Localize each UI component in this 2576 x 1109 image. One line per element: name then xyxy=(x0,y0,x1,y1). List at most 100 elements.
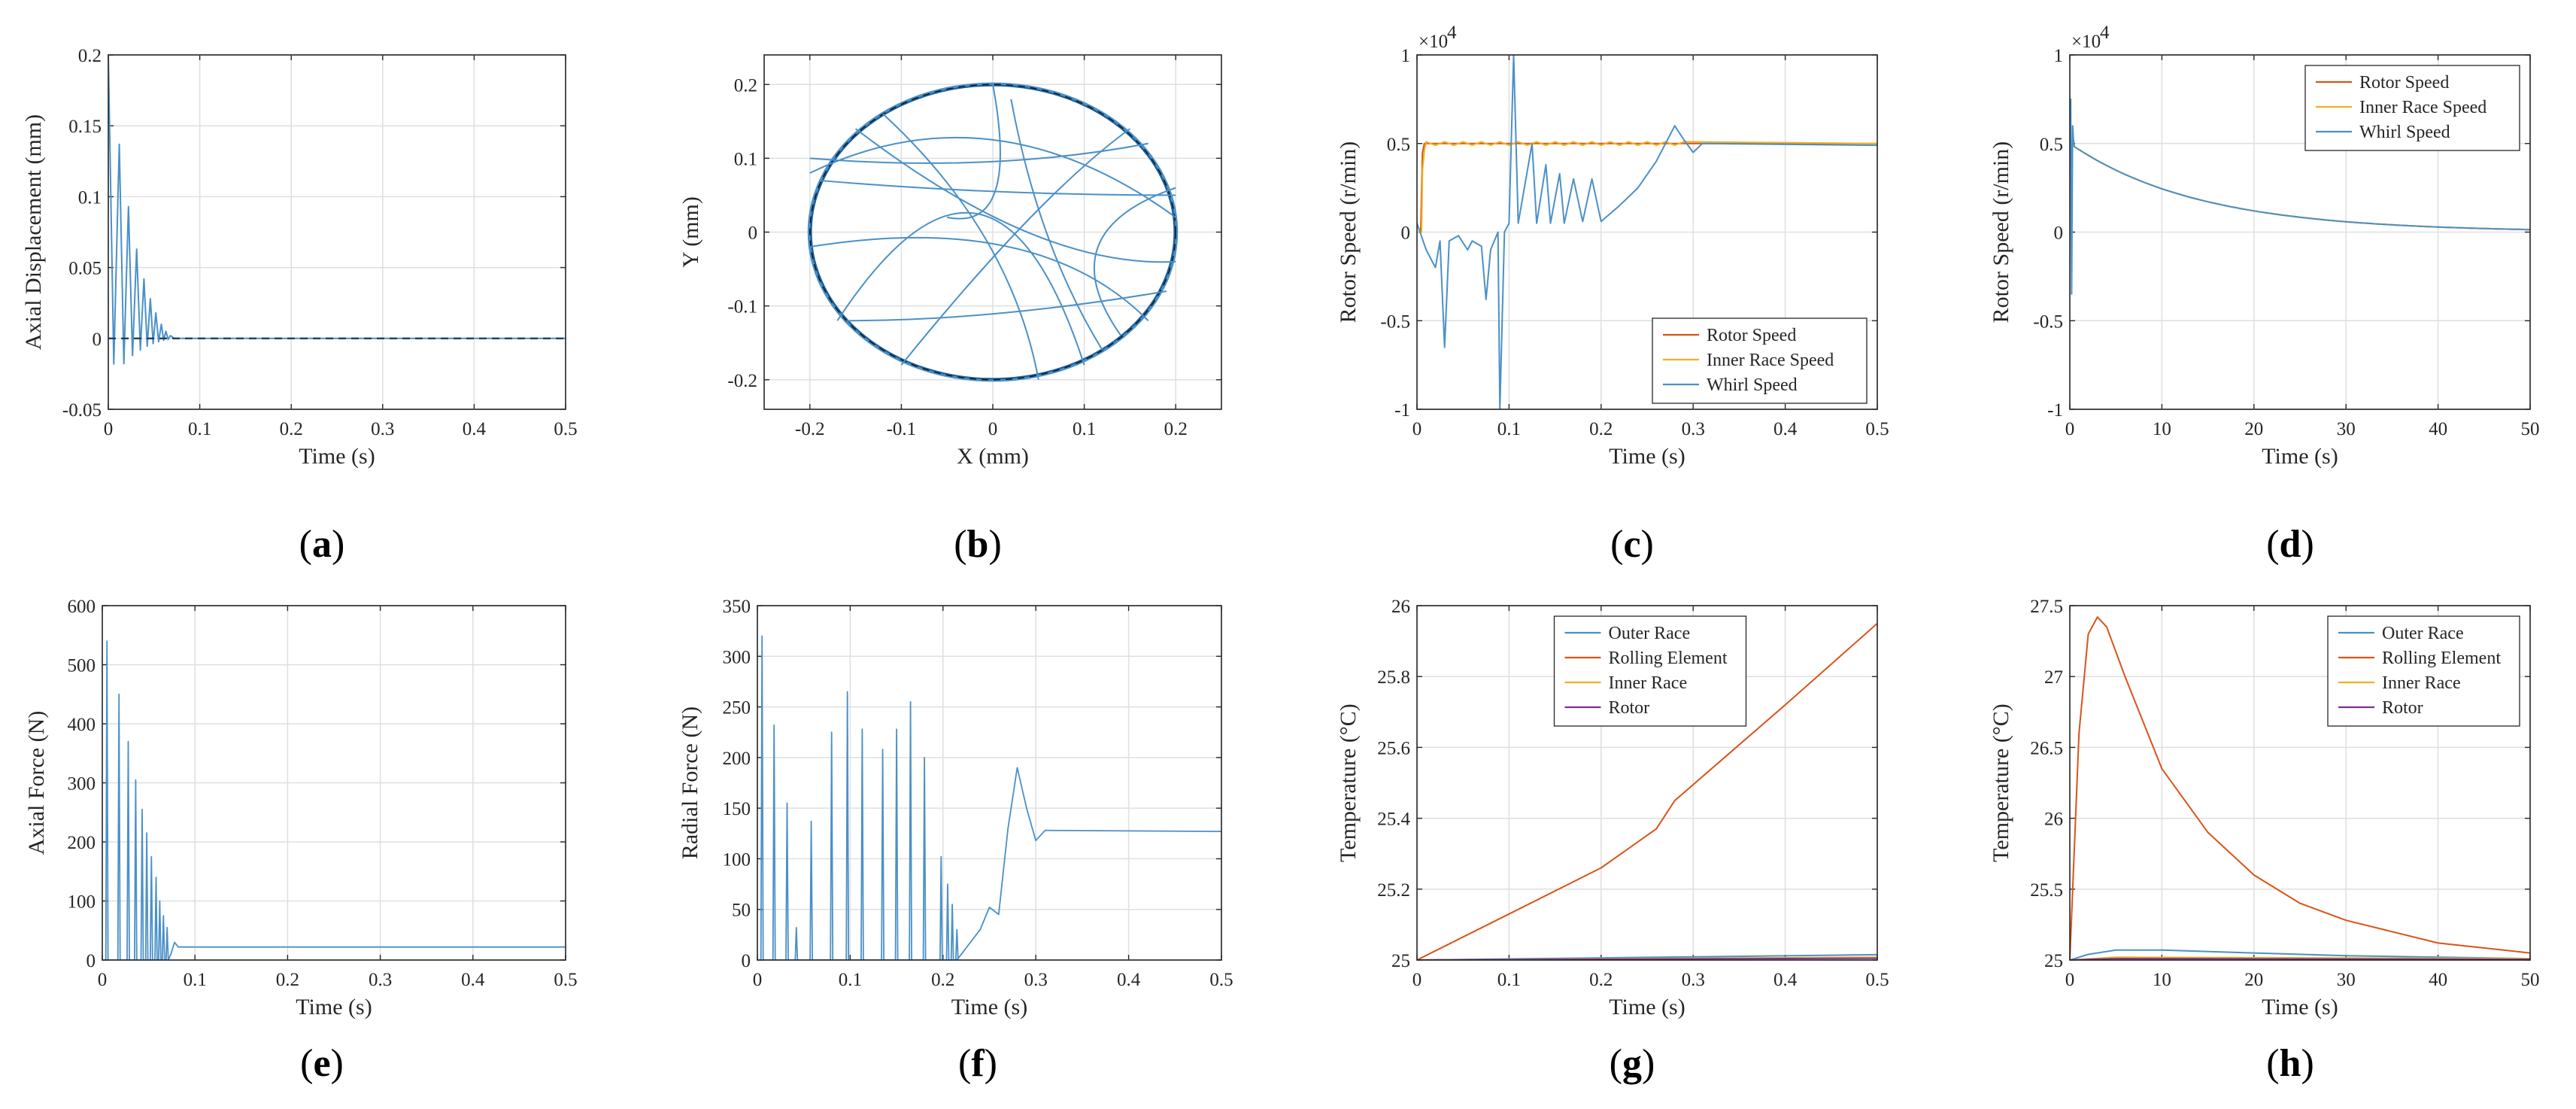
y-tick-label: -0.05 xyxy=(62,400,102,421)
orbit-circle xyxy=(807,82,1179,382)
legend-entry: Rotor Speed xyxy=(2359,73,2449,93)
series-inner-race-speed xyxy=(1417,141,1877,233)
legend-entry: Whirl Speed xyxy=(2359,123,2450,142)
orbit-trace xyxy=(854,128,1176,263)
x-tick-label: 0 xyxy=(98,970,108,990)
orbit-trace xyxy=(900,128,1130,366)
axes-frame xyxy=(2069,605,2531,961)
axes-frame xyxy=(1416,605,1878,961)
y-tick-label: -1 xyxy=(1394,400,1410,421)
x-tick-label: 0.5 xyxy=(1865,970,1889,990)
x-tick-label: 20 xyxy=(2244,970,2263,990)
y-tick-label: 200 xyxy=(723,749,751,769)
panel-paren: ( xyxy=(1610,1042,1622,1085)
legend-entry: Inner Race xyxy=(1609,673,1688,693)
orbit-trace xyxy=(809,136,1176,218)
y-tick-label: 300 xyxy=(68,774,96,795)
legend-entry: Inner Race Speed xyxy=(2359,98,2486,117)
chart-e: 0 0.1 0.2 0.3 0.4 0.5 0 100 200 300 400 500 600 Time … xyxy=(24,597,578,1085)
x-tick-label: 30 xyxy=(2337,970,2356,990)
y-axis-label: Temperature (°C) xyxy=(1336,703,1361,862)
x-tick-label: 0.3 xyxy=(1024,970,1048,990)
x-tick-label: 0.4 xyxy=(461,970,485,990)
x-tick-label: 0 xyxy=(2065,419,2075,439)
panel-label: (e) xyxy=(300,1042,344,1085)
y-tick-label: 25 xyxy=(1391,951,1410,971)
y-tick-label: -0.2 xyxy=(727,371,757,391)
panel-paren: ) xyxy=(1642,1042,1655,1085)
panel-letter: c xyxy=(1623,523,1640,566)
orbit-trace xyxy=(947,84,1001,220)
x-tick-label: 0.5 xyxy=(1209,970,1233,990)
legend-entry: Rotor xyxy=(2382,698,2423,718)
x-tick-label: 0.3 xyxy=(1682,419,1705,439)
panel-paren: ) xyxy=(2301,1042,2314,1085)
legend: Rotor Speed Inner Race Speed Whirl Speed xyxy=(2304,65,2520,151)
panel-paren: ) xyxy=(331,1042,344,1085)
y-tick-label: 250 xyxy=(723,698,751,719)
y-tick-label: 1 xyxy=(2054,46,2064,66)
legend: Outer Race Rolling Element Inner Race Rotor xyxy=(2327,615,2520,727)
y-tick-label: 0 xyxy=(742,951,751,971)
x-tick-label: 0 xyxy=(988,419,998,439)
series-whirl-speed xyxy=(2070,98,2530,295)
y-tick-label: 0.2 xyxy=(78,46,102,66)
legend-entry: Rotor xyxy=(1609,698,1650,718)
legend-entry: Inner Race Speed xyxy=(1707,351,1834,370)
clearance-circle xyxy=(809,84,1176,381)
y-tick-label: -1 xyxy=(2047,400,2063,421)
chart-h: 0 10 20 30 40 50 25 25.5 26 26.5 27 27.5 Time (s) Tem… xyxy=(1989,597,2540,1085)
orbit-trace xyxy=(846,290,1167,322)
y-tick-label: 25.4 xyxy=(1377,810,1410,830)
y-tick-label: 0.05 xyxy=(68,259,102,279)
x-tick-label: 0 xyxy=(1412,419,1422,439)
y-tick-label: 0.1 xyxy=(734,149,757,169)
series-axial-displacement xyxy=(108,55,566,365)
series-group xyxy=(1417,55,1877,409)
axes-frame xyxy=(757,605,1222,961)
x-tick-label: 40 xyxy=(2429,970,2447,990)
x-tick-label: 0.1 xyxy=(1073,419,1096,439)
legend-entry: Rolling Element xyxy=(1609,649,1728,668)
panel-paren: ( xyxy=(1610,523,1623,566)
y-tick-label: 27.5 xyxy=(2030,597,2063,617)
panel-paren: ( xyxy=(954,523,966,566)
panel-label: (f) xyxy=(958,1042,997,1085)
x-tick-label: 0.3 xyxy=(371,419,394,439)
x-tick-label: 0.1 xyxy=(188,419,211,439)
x-tick-label: 0 xyxy=(104,419,114,439)
y-axis-label: Radial Force (N) xyxy=(678,706,702,859)
panel-letter: a xyxy=(312,523,332,566)
x-tick-label: 0.2 xyxy=(280,419,303,439)
y-tick-label: 25.5 xyxy=(2030,880,2063,901)
series-group xyxy=(2070,98,2530,295)
x-axis-label: Time (s) xyxy=(1609,444,1685,469)
x-axis-label: Time (s) xyxy=(1609,995,1685,1019)
plot-area xyxy=(757,606,1221,960)
legend-entry: Rotor Speed xyxy=(1707,326,1796,345)
y-axis-label: Rotor Speed (r/min) xyxy=(1989,141,2013,324)
y-tick-label: 600 xyxy=(68,597,96,617)
x-tick-label: 20 xyxy=(2244,419,2263,439)
x-tick-label: 0.2 xyxy=(1589,970,1613,990)
legend: Outer Race Rolling Element Inner Race Rotor xyxy=(1553,615,1747,727)
y-tick-label: 1 xyxy=(1401,46,1411,66)
y-tick-label: 26 xyxy=(1391,597,1410,617)
panel-paren: ( xyxy=(299,523,312,566)
y-exponent-power: 4 xyxy=(1447,23,1457,43)
y-axis-label: Axial Force (N) xyxy=(24,711,49,855)
panel-label: (a) xyxy=(299,523,345,566)
x-tick-label: 0.2 xyxy=(276,970,299,990)
x-tick-label: 30 xyxy=(2337,419,2356,439)
y-tick-label: 25.8 xyxy=(1377,667,1410,688)
x-tick-label: 0.5 xyxy=(1865,419,1889,439)
x-tick-label: 10 xyxy=(2153,970,2171,990)
y-exponent-power: 4 xyxy=(2100,23,2110,43)
x-tick-label: 0.4 xyxy=(1117,970,1141,990)
series-group xyxy=(108,55,566,365)
y-tick-label: 0 xyxy=(1401,223,1411,244)
x-tick-label: 50 xyxy=(2521,419,2540,439)
panel-paren: ) xyxy=(2301,523,2314,566)
chart-g: 0 0.1 0.2 0.3 0.4 0.5 25 25.2 25.4 25.6 25.8 26 Time… xyxy=(1336,597,1889,1085)
